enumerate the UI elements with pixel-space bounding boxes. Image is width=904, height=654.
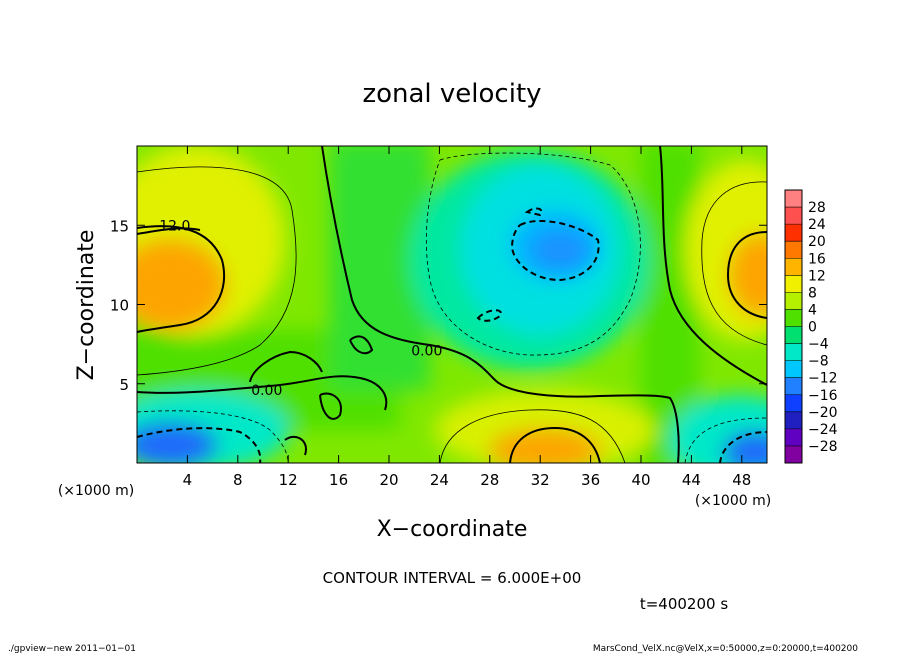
- colorbar-label: 24: [808, 217, 826, 233]
- colorbar-label: −8: [808, 354, 829, 370]
- x-tick-label: 32: [531, 471, 550, 489]
- contour-label: 12.0: [159, 218, 190, 234]
- colorbar-swatch: [785, 394, 802, 413]
- footer-left-info: ./gpview−new 2011−01−01: [8, 644, 136, 654]
- contour-6-bottom: [439, 409, 626, 463]
- colorbar-label: 0: [808, 320, 817, 336]
- colorbar-swatch: [785, 326, 802, 345]
- core-blue-center: [530, 230, 590, 270]
- colorbar-swatch: [785, 207, 802, 225]
- contour-minus6-center: [425, 152, 641, 356]
- colorbar-swatch: [785, 224, 802, 242]
- colorbar-swatch: [785, 377, 802, 396]
- x-axis-label: X−coordinate: [377, 517, 528, 542]
- colorbar-label: −12: [808, 371, 838, 387]
- colorbar-swatch: [785, 411, 802, 430]
- x-unit-label: (×1000 m): [695, 493, 771, 509]
- y-tick-label: 15: [110, 217, 129, 235]
- colorbar-label: 8: [808, 285, 817, 301]
- blob-yellow-bottom: [435, 390, 655, 463]
- x-tick-label: 48: [732, 471, 751, 489]
- time-label: t=400200 s: [640, 595, 728, 613]
- colorbar-swatch: [785, 241, 802, 259]
- contour-label: 0.00: [251, 383, 282, 399]
- colorbar-swatch: [785, 309, 802, 327]
- colorbar-swatch: [785, 343, 802, 362]
- footer-right-info: MarsCond_VelX.nc@VelX,x=0:50000,z=0:2000…: [593, 644, 858, 654]
- contour-minus12-bottom-left: [137, 427, 262, 463]
- colorbar-label: 12: [808, 268, 826, 284]
- colorbar-swatch: [785, 275, 802, 293]
- x-tick-label: 24: [430, 471, 449, 489]
- y-tick-label: 10: [110, 297, 129, 315]
- core-orange-left: [137, 240, 225, 330]
- core-blue-bottom-right: [725, 434, 767, 463]
- colorbar-swatch: [785, 428, 802, 447]
- colorbar-label: 16: [808, 251, 826, 267]
- contour-zero-islands: [249, 335, 374, 456]
- x-tick-label: 44: [682, 471, 701, 489]
- colorbar-label: −28: [808, 439, 838, 455]
- y-axis-label: Z−coordinate: [74, 230, 99, 381]
- x-tick-label: 28: [480, 471, 499, 489]
- contour-zero-right: [659, 146, 767, 386]
- colorbar-label: −4: [808, 337, 829, 353]
- contour-zero-left-upper: [137, 227, 201, 235]
- colorbar-label: 4: [808, 302, 817, 318]
- x-tick-label: 20: [379, 471, 398, 489]
- contour-interval-text: CONTOUR INTERVAL = 6.000E+00: [323, 569, 582, 587]
- x-tick-label: 16: [329, 471, 348, 489]
- contour-labels: 12.0 0.00 0.00: [159, 218, 442, 399]
- contour-minus6-bottom-left: [137, 410, 289, 463]
- contour-lines: [137, 146, 767, 463]
- chart-title: zonal velocity: [362, 79, 541, 109]
- contour-zero-low: [137, 375, 388, 411]
- contour-zero-main: [321, 146, 680, 463]
- contour-label: 0.00: [411, 343, 442, 359]
- colorbar-swatch: [785, 445, 802, 464]
- contour-12-bottom: [509, 426, 601, 463]
- x-axis: 4 8 12 16 20 24 28 32 36 40 44 48: [183, 146, 751, 489]
- colorbar-label: 28: [808, 200, 826, 216]
- y-unit-label: (×1000 m): [58, 483, 134, 499]
- contour-12-left: [137, 225, 226, 333]
- core-blue-bottom-left: [137, 425, 215, 463]
- colorbar-label: −16: [808, 388, 838, 404]
- colorbar-swatch: [785, 292, 802, 310]
- core-orange-bottom: [490, 430, 600, 463]
- x-tick-label: 40: [631, 471, 650, 489]
- contour-6-right: [701, 181, 767, 346]
- contour-12-right: [726, 231, 767, 319]
- colorbar-label: −24: [808, 422, 838, 438]
- x-tick-label: 36: [581, 471, 600, 489]
- y-axis: 5 10 15: [110, 217, 767, 394]
- colorbar-label: 20: [808, 234, 826, 250]
- contour-minus6-bottom-right: [684, 417, 767, 463]
- x-tick-label: 4: [183, 471, 193, 489]
- contour-minus12-center: [476, 207, 600, 322]
- colorbar-swatch: [785, 190, 802, 208]
- colorbar-label: −20: [808, 405, 838, 421]
- colorbar-swatch: [785, 360, 802, 379]
- y-tick-label: 5: [119, 376, 129, 394]
- contour-minus12-bottom-right: [719, 431, 767, 463]
- x-tick-label: 8: [233, 471, 243, 489]
- colorbar-swatch: [785, 258, 802, 276]
- x-tick-label: 12: [279, 471, 298, 489]
- contour-6-left: [137, 166, 297, 376]
- heatmap-field: 12.0 0.00 0.00: [137, 146, 767, 463]
- core-orange-right: [730, 235, 767, 315]
